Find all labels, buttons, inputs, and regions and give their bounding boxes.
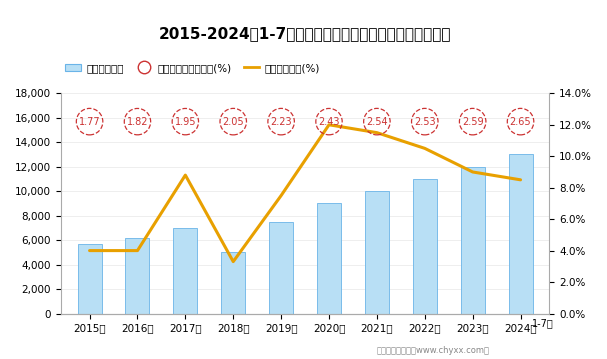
Legend: 企业数（个）, 占工业总企业数比重(%), 企业同比增速(%): 企业数（个）, 占工业总企业数比重(%), 企业同比增速(%) [61,59,324,77]
Text: 2.53: 2.53 [414,117,436,127]
Text: 1-7月: 1-7月 [532,318,554,328]
Text: 1.77: 1.77 [79,117,100,127]
Text: 2.05: 2.05 [222,117,244,127]
Bar [461,167,484,313]
Bar [317,204,341,313]
Bar [365,191,389,313]
Text: 2.43: 2.43 [318,117,340,127]
Bar [222,252,245,313]
Text: 2.59: 2.59 [462,117,483,127]
Text: 2.23: 2.23 [270,117,292,127]
Bar [78,244,101,313]
Bar [174,228,197,313]
Bar [413,179,437,313]
Text: 1.82: 1.82 [127,117,148,127]
Text: 制图：智研咋询（www.chyxx.com）: 制图：智研咋询（www.chyxx.com） [376,346,489,355]
Text: 1.95: 1.95 [175,117,196,127]
Text: 2.54: 2.54 [366,117,388,127]
Text: 2.65: 2.65 [510,117,531,127]
Bar [126,238,149,313]
Bar [269,222,293,313]
Bar [509,154,532,313]
Title: 2015-2024年1-7月电力、热力生产和供应业企业数统计图: 2015-2024年1-7月电力、热力生产和供应业企业数统计图 [159,26,452,41]
